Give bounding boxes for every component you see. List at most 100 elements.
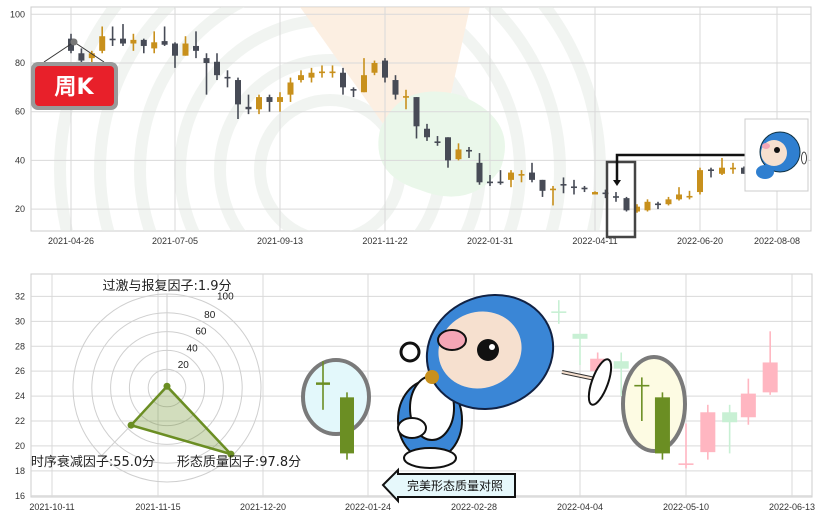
candle xyxy=(214,53,220,81)
candle xyxy=(476,153,483,185)
candle xyxy=(518,170,525,183)
connector-line xyxy=(615,153,745,182)
candle xyxy=(686,190,693,200)
candle xyxy=(434,136,441,146)
y-tick-label: 20 xyxy=(15,441,25,451)
candle xyxy=(256,94,262,115)
candle-body xyxy=(445,137,451,161)
reference-candles xyxy=(316,361,354,460)
y-tick-label: 16 xyxy=(15,491,25,501)
x-tick-label: 2022-05-10 xyxy=(663,502,709,512)
candle xyxy=(319,65,325,78)
radar-ring-label: 100 xyxy=(217,291,234,302)
candle xyxy=(277,92,283,112)
candle-body xyxy=(371,63,378,73)
candle-body xyxy=(613,361,629,369)
candle-body xyxy=(130,39,137,44)
highlight-box xyxy=(605,160,637,239)
y-tick-label: 80 xyxy=(15,58,25,68)
candle xyxy=(613,192,619,202)
y-tick-label: 20 xyxy=(15,204,25,214)
x-tick-label: 2021-07-05 xyxy=(152,236,198,246)
candle xyxy=(99,26,106,54)
candle xyxy=(529,162,535,183)
candle-body xyxy=(730,167,736,170)
candle-body xyxy=(539,179,546,191)
candle xyxy=(455,143,462,161)
candle xyxy=(287,77,294,102)
radar-ring-label: 20 xyxy=(178,360,190,371)
candle xyxy=(392,75,399,100)
y-tick-label: 26 xyxy=(15,366,25,376)
candle-body xyxy=(340,72,346,88)
reference-circle xyxy=(301,358,371,436)
pattern-comparison-chart: 16 18 20 22 24 26 28 30 32 2021-10-11 2021-11-15 2… xyxy=(15,273,815,512)
radar-point xyxy=(163,382,171,390)
reference-candle xyxy=(316,361,330,410)
candle xyxy=(676,187,682,201)
candle xyxy=(581,185,588,193)
candle xyxy=(78,48,85,63)
candle-body xyxy=(88,53,95,59)
candle xyxy=(245,94,252,115)
candle-body xyxy=(256,97,262,110)
candle-body xyxy=(214,61,220,76)
candle xyxy=(654,392,670,460)
x-tick-label: 2022-08-08 xyxy=(754,236,800,246)
candle-body xyxy=(613,196,619,198)
x-tick-label: 2022-01-24 xyxy=(345,502,391,512)
candle xyxy=(572,333,588,365)
candle-body xyxy=(487,181,493,184)
candle xyxy=(697,167,703,195)
y-tick-label: 28 xyxy=(15,341,25,351)
candle-body xyxy=(298,75,304,81)
candle xyxy=(424,123,430,141)
candle-body xyxy=(560,184,567,186)
candle-body xyxy=(700,412,716,453)
x-tick-label: 2022-04-11 xyxy=(572,236,617,246)
candle-body xyxy=(551,311,567,313)
candle-body xyxy=(434,141,441,143)
candle xyxy=(655,201,661,210)
candle xyxy=(109,26,116,46)
candle xyxy=(466,147,472,158)
candle-body xyxy=(529,172,535,180)
candle xyxy=(371,60,378,76)
x-tick-label: 2021-10-11 xyxy=(29,502,74,512)
x-tick-label: 2022-02-28 xyxy=(451,502,497,512)
candle-body xyxy=(762,362,778,393)
candle-body xyxy=(655,203,661,206)
candle-body xyxy=(203,58,210,63)
candle-body xyxy=(78,53,85,61)
candle-body xyxy=(455,149,462,160)
mascot-icon xyxy=(756,131,807,179)
radar-axis-label: 过激与报复因子:1.9分 xyxy=(102,279,231,294)
candle xyxy=(740,378,756,425)
candle-body xyxy=(140,39,147,46)
candle xyxy=(413,97,420,139)
candle-body xyxy=(161,41,168,45)
radar-ring-label: 80 xyxy=(204,310,216,321)
y-tick-label: 40 xyxy=(15,155,25,165)
y-tick-label: 22 xyxy=(15,416,25,426)
watermark-decoration xyxy=(54,7,606,231)
candle-body xyxy=(634,384,650,387)
candle-body xyxy=(518,174,525,176)
x-tick-label: 2022-06-20 xyxy=(677,236,723,246)
candle-body xyxy=(719,167,725,174)
radar-area xyxy=(128,384,235,457)
radar-ring-label: 60 xyxy=(195,327,207,338)
radar-ring-label: 40 xyxy=(187,343,199,354)
candle xyxy=(382,58,388,83)
candle xyxy=(634,377,650,422)
candle-body xyxy=(193,45,199,51)
reference-candle xyxy=(340,392,354,460)
x-tick-label: 2021-11-22 xyxy=(362,236,407,246)
candle-body xyxy=(316,382,330,385)
candle xyxy=(182,36,189,56)
candle xyxy=(634,204,640,213)
candle xyxy=(602,189,609,199)
weekly-k-badge: 周K xyxy=(31,38,118,110)
reference-arrow-label: 完美形态质量对照 xyxy=(381,467,516,504)
